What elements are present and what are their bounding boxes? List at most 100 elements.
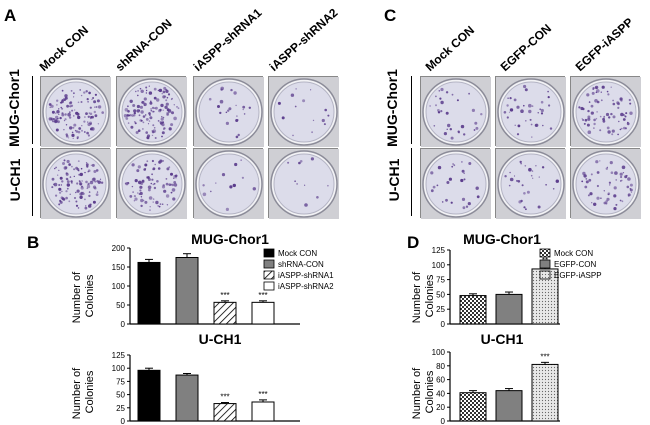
y-tick-label: 200 (112, 244, 126, 253)
legend-swatch (539, 270, 551, 280)
chart-ylabel-line2: Colonies (84, 274, 96, 317)
y-tick-label: 100 (432, 261, 446, 270)
panel-c-col-label-egfp-iaspp: EGFP-iASPP (572, 14, 637, 74)
chart-ylabel: Number of Colonies (411, 365, 436, 419)
panel-a-row-bracket-1 (32, 76, 33, 144)
y-tick-label: 100 (112, 282, 126, 291)
bar (251, 401, 275, 422)
chart-ylabel: Number of Colonies (71, 365, 96, 419)
legend-swatch (539, 259, 551, 269)
legend-label: iASPP-shRNA1 (278, 271, 334, 280)
bar (213, 301, 237, 325)
legend-swatch (263, 270, 275, 280)
chart-ylabel-line2: Colonies (424, 370, 436, 413)
chart-title: U-CH1 (481, 331, 524, 347)
colony-dish (570, 76, 641, 147)
panel-c-row-bracket-1 (411, 76, 412, 144)
colony-dish (495, 76, 566, 147)
panel-d-top-chart: MUG-Chor1 Number of Colonies 0 25 50 75 100 1… (411, 231, 602, 329)
colony-dish (193, 148, 264, 219)
legend-label: Mock CON (554, 249, 593, 258)
chart-ylabel: Number of Colonies (411, 269, 436, 323)
y-tick-label: 20 (436, 403, 445, 412)
legend-label: EGFP-CON (554, 260, 596, 269)
y-tick-label: 100 (432, 348, 446, 357)
panel-letter-a: A (4, 6, 17, 25)
colony-dish (268, 76, 339, 147)
y-tick-label: 80 (436, 362, 445, 371)
y-tick-label: 150 (112, 263, 126, 272)
y-tick-label: 50 (116, 301, 125, 310)
y-tick-label: 0 (441, 320, 446, 329)
bar (175, 374, 199, 422)
panel-a-row-label-mug-chor1: MUG-Chor1 (6, 69, 22, 147)
panel-c-col-label-egfp-con: EGFP-CON (497, 21, 555, 74)
significance-label: *** (220, 291, 229, 300)
legend-label: shRNA-CON (278, 260, 324, 269)
chart-ylabel-line1: Number of (411, 367, 423, 419)
panel-a-col-label-shrna-con: shRNA-CON (112, 16, 175, 74)
y-tick-label: 60 (436, 376, 445, 385)
panel-c-col-label-mock-con: Mock CON (422, 22, 478, 74)
y-tick-label: 0 (441, 417, 446, 425)
legend-label: Mock CON (278, 249, 317, 258)
chart-ylabel: Number of Colonies (71, 269, 96, 323)
panel-b-bottom-chart: U-CH1 Number of Colonies 0 25 50 75 100 125 **… (71, 331, 300, 425)
colony-dish (193, 76, 264, 147)
significance-label: *** (220, 393, 229, 402)
bar (459, 295, 487, 325)
panel-letter-c: C (384, 6, 397, 25)
y-tick-label: 40 (436, 389, 445, 398)
panel-letter-b: B (27, 233, 40, 252)
colony-dish (570, 148, 641, 219)
y-tick-label: 25 (116, 404, 125, 413)
legend-label: iASPP-shRNA2 (278, 282, 334, 291)
panel-a-row-label-u-ch1: U-CH1 (7, 158, 23, 202)
legend-swatch (263, 248, 275, 258)
y-tick-label: 25 (436, 305, 445, 314)
significance-label: *** (258, 390, 267, 399)
y-tick-label: 0 (121, 320, 126, 329)
panel-a-row-bracket-2 (32, 148, 33, 216)
chart-ylabel-line2: Colonies (84, 370, 96, 413)
chart-ylabel-line1: Number of (71, 271, 83, 323)
panel-c-row-label-mug-chor1: MUG-Chor1 (384, 69, 400, 147)
y-tick-label: 75 (116, 377, 125, 386)
bar (495, 293, 523, 325)
legend-label: EGFP-iASPP (554, 271, 602, 280)
chart-title: MUG-Chor1 (191, 231, 269, 247)
colony-dish (116, 148, 187, 219)
bar (213, 403, 237, 422)
panel-d-bottom-chart: U-CH1 Number of Colonies 0 20 40 60 80 100 *** (411, 331, 560, 425)
bar (495, 390, 523, 422)
legend-swatch (263, 259, 275, 269)
chart-ylabel-line1: Number of (71, 367, 83, 419)
significance-label: *** (540, 352, 549, 361)
panel-a-col-label-mock-con: Mock CON (36, 22, 92, 74)
significance-label: *** (258, 291, 267, 300)
bar (137, 369, 161, 422)
chart-title: U-CH1 (199, 331, 242, 347)
y-tick-label: 0 (121, 417, 126, 425)
panel-c-row-label-u-ch1: U-CH1 (386, 158, 402, 202)
panel-letter-d: D (407, 233, 420, 252)
bar (137, 261, 161, 325)
panel-a-col-label-iaspp-shrna1: iASPP-shRNA1 (190, 5, 265, 74)
chart-ylabel-line2: Colonies (424, 274, 436, 317)
y-tick-label: 50 (436, 290, 445, 299)
colony-dish (40, 76, 111, 147)
legend-swatch (263, 281, 275, 291)
chart-title: MUG-Chor1 (463, 231, 541, 247)
panel-a-col-label-iaspp-shrna2: iASPP-shRNA2 (266, 5, 341, 74)
panel-c-row-bracket-2 (411, 148, 412, 216)
colony-dish (116, 76, 187, 147)
bar (251, 301, 275, 325)
colony-dish (268, 148, 339, 219)
y-tick-label: 125 (112, 351, 126, 360)
legend-swatch (539, 248, 551, 258)
colony-dish (420, 76, 491, 147)
colony-dish (40, 148, 111, 219)
y-tick-label: 100 (112, 364, 126, 373)
bar (175, 257, 199, 325)
bar (531, 363, 559, 422)
